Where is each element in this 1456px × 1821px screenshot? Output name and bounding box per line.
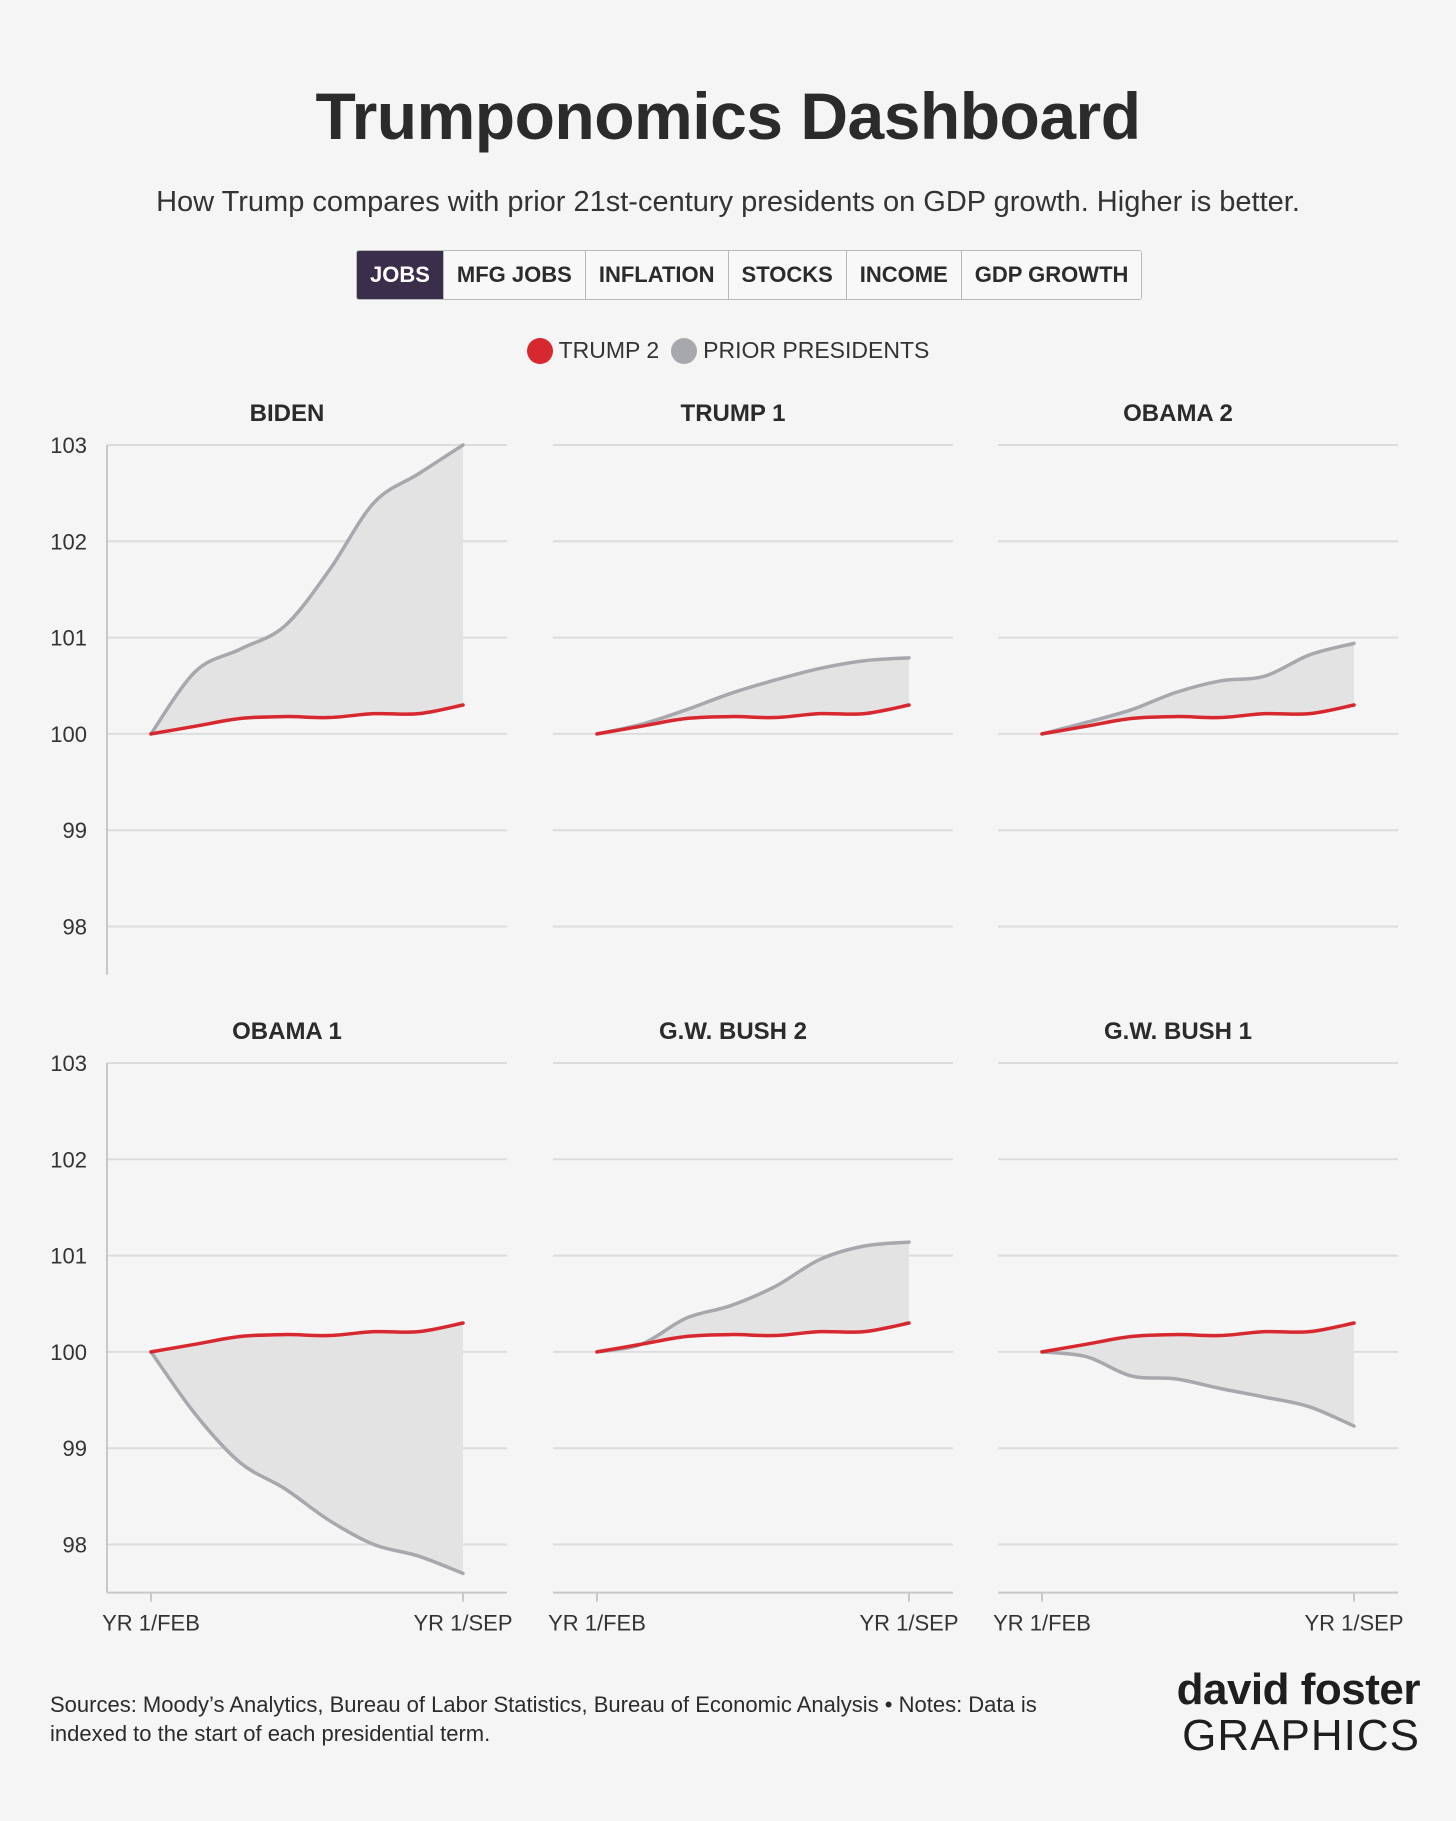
line-prior-obama-2: [1040, 641, 1356, 736]
logo: david foster GRAPHICS: [1160, 1665, 1421, 1760]
y-tick-label-biden-103: 103: [50, 433, 87, 458]
y-tick-label-biden-101: 101: [50, 626, 87, 651]
y-tick-label-obama-1-98: 98: [63, 1533, 87, 1558]
y-tick-label-biden-98: 98: [63, 915, 87, 940]
panel-title-biden: BIDEN: [250, 400, 325, 427]
y-tick-label-biden-102: 102: [50, 529, 87, 554]
logo-line2: GRAPHICS: [1182, 1711, 1420, 1760]
line-trump2-trump-1: [595, 703, 911, 736]
x-tick-label-g-w-bush-1-0: YR 1/FEB: [993, 1611, 1091, 1636]
line-trump2-obama-1: [149, 1321, 465, 1354]
logo-line1: david foster: [1176, 1665, 1421, 1714]
tab-inflation[interactable]: INFLATION: [584, 251, 728, 299]
x-tick-label-g-w-bush-1-1: YR 1/SEP: [1304, 1611, 1403, 1636]
legend-label-prior: PRIOR PRESIDENTS: [703, 337, 930, 363]
band-biden: [151, 445, 463, 734]
metric-tabs: JOBS MFG JOBS INFLATION STOCKS INCOME GD…: [356, 250, 1143, 300]
line-trump2-obama-2: [1040, 703, 1356, 736]
panel-title-obama-2: OBAMA 2: [1123, 400, 1233, 427]
y-tick-label-obama-1-102: 102: [50, 1147, 87, 1172]
x-tick-label-obama-1-1: YR 1/SEP: [413, 1611, 512, 1636]
y-tick-label-biden-100: 100: [50, 722, 87, 747]
page-title: Trumponomics Dashboard: [315, 79, 1141, 153]
x-tick-label-g-w-bush-2-1: YR 1/SEP: [859, 1611, 958, 1636]
line-prior-obama-1: [149, 1350, 465, 1576]
line-trump2-g-w-bush-2: [595, 1321, 911, 1354]
band-obama-2: [1042, 643, 1354, 734]
panel-title-g-w-bush-2: G.W. BUSH 2: [659, 1018, 807, 1045]
panel-title-g-w-bush-1: G.W. BUSH 1: [1104, 1018, 1252, 1045]
y-tick-label-biden-99: 99: [63, 818, 87, 843]
tab-mfg-jobs[interactable]: MFG JOBS: [442, 251, 585, 299]
x-tick-label-obama-1-0: YR 1/FEB: [102, 1611, 200, 1636]
legend-dot-trump2: [526, 337, 553, 364]
tab-gdp-growth[interactable]: GDP GROWTH: [960, 251, 1142, 299]
band-g-w-bush-1: [1042, 1323, 1354, 1427]
footer-sources: Sources: Moody’s Analytics, Bureau of La…: [50, 1692, 1037, 1746]
legend-dot-prior: [671, 337, 698, 364]
y-tick-label-obama-1-103: 103: [50, 1051, 87, 1076]
band-obama-1: [151, 1323, 463, 1574]
legend-item-prior: PRIOR PRESIDENTS: [671, 337, 929, 364]
tab-stocks[interactable]: STOCKS: [727, 251, 846, 299]
y-tick-label-obama-1-101: 101: [50, 1244, 87, 1269]
x-tick-label-g-w-bush-2-0: YR 1/FEB: [548, 1611, 646, 1636]
tab-jobs[interactable]: JOBS: [357, 251, 443, 299]
tab-income[interactable]: INCOME: [845, 251, 961, 299]
page-subtitle: How Trump compares with prior 21st-centu…: [156, 186, 1300, 218]
line-prior-biden: [149, 443, 465, 736]
y-tick-label-obama-1-100: 100: [50, 1340, 87, 1365]
legend-item-trump2: TRUMP 2: [526, 337, 660, 364]
line-prior-trump-1: [595, 656, 911, 736]
line-prior-g-w-bush-1: [1040, 1350, 1356, 1428]
panel-title-trump-1: TRUMP 1: [681, 400, 786, 427]
line-trump2-g-w-bush-1: [1040, 1321, 1356, 1354]
panel-title-obama-1: OBAMA 1: [232, 1018, 342, 1045]
y-tick-label-obama-1-99: 99: [63, 1436, 87, 1461]
line-trump2-biden: [149, 703, 465, 736]
legend: TRUMP 2 PRIOR PRESIDENTS: [0, 337, 1456, 364]
legend-label-trump2: TRUMP 2: [558, 337, 660, 363]
